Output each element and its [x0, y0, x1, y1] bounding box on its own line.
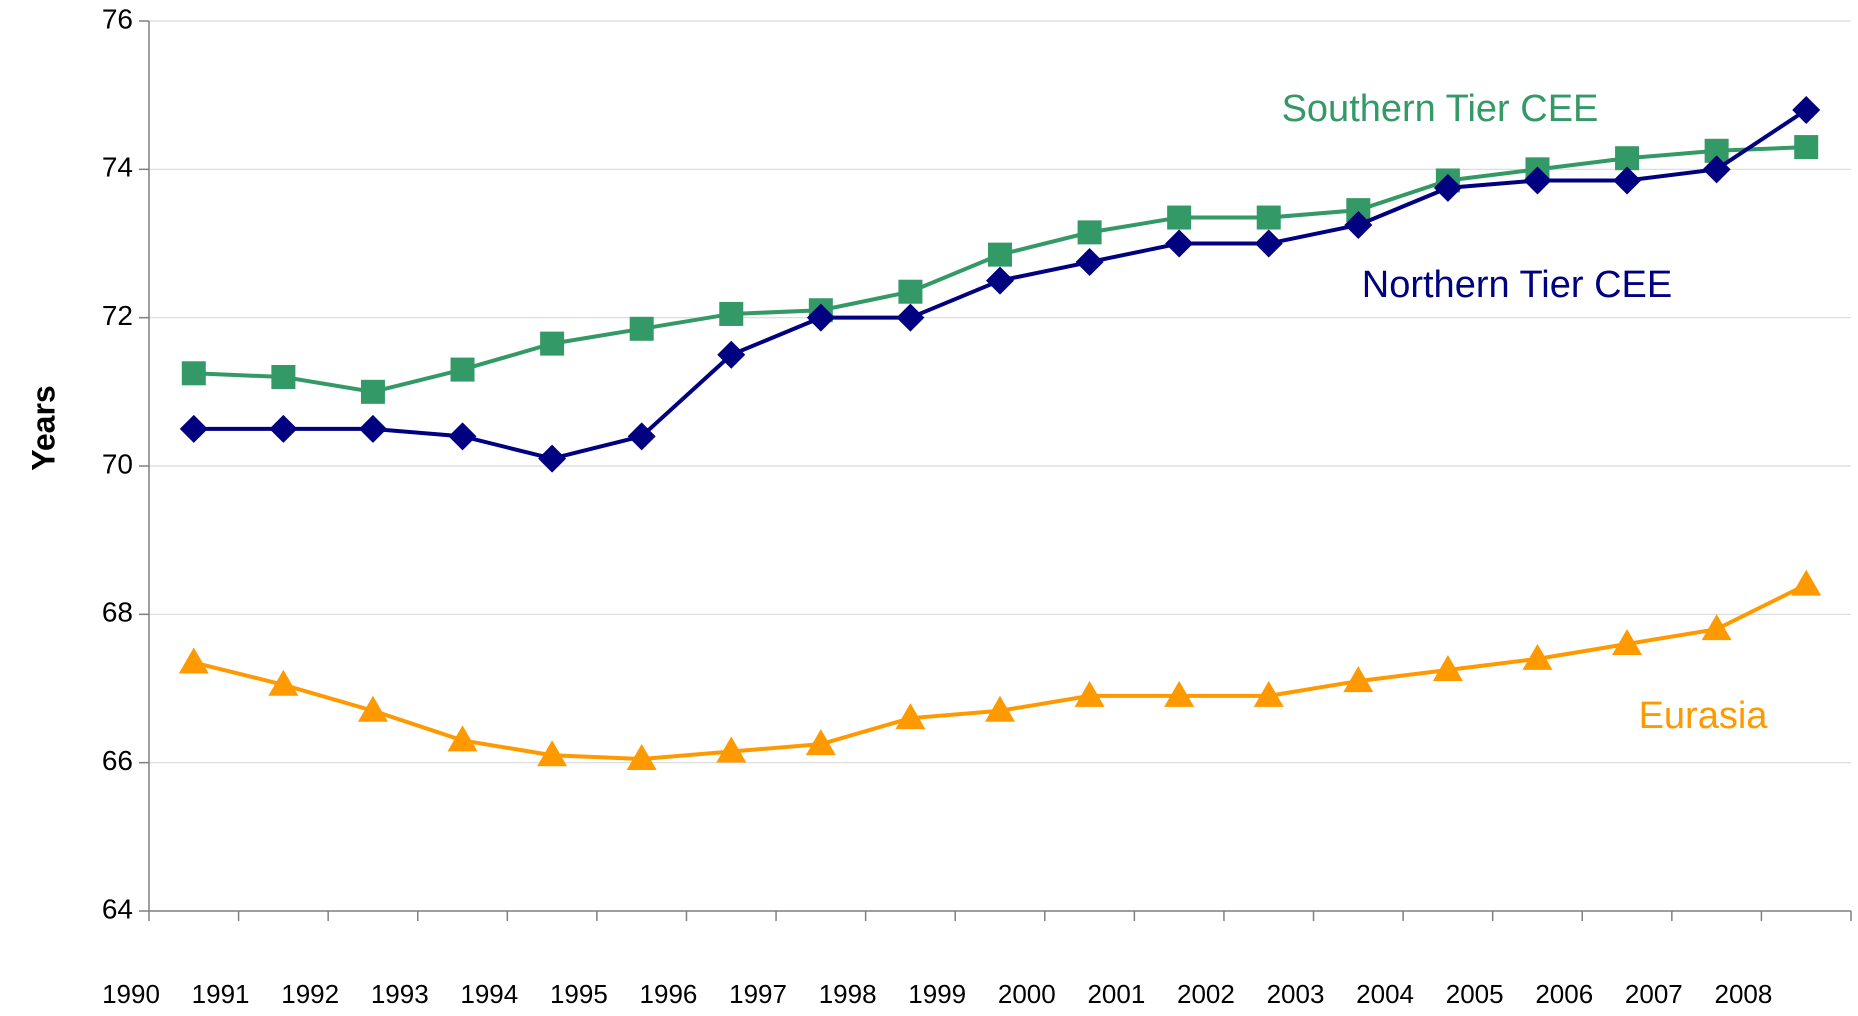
marker: [1432, 654, 1463, 681]
series-label: Northern Tier CEE: [1362, 264, 1672, 306]
marker: [1254, 229, 1283, 258]
marker: [1164, 680, 1195, 707]
x-tick-label: 1998: [819, 979, 877, 1009]
marker: [1794, 135, 1819, 160]
marker: [268, 669, 299, 696]
y-axis-label: Years: [25, 385, 61, 470]
marker: [1612, 629, 1643, 655]
y-tick-label: 70: [102, 448, 133, 479]
marker: [1256, 205, 1281, 230]
marker: [1523, 166, 1552, 195]
marker: [1343, 666, 1374, 693]
x-tick-label: 2002: [1177, 979, 1235, 1009]
x-tick-label: 1997: [729, 979, 787, 1009]
x-tick-label: 2004: [1356, 979, 1414, 1009]
series-label: Southern Tier CEE: [1282, 88, 1599, 130]
marker: [450, 357, 475, 382]
marker: [1074, 680, 1105, 707]
y-tick-label: 68: [102, 597, 133, 628]
marker: [447, 725, 478, 752]
marker: [895, 703, 926, 730]
marker: [805, 729, 836, 756]
marker: [988, 242, 1012, 267]
x-tick-label: 2005: [1446, 979, 1504, 1009]
y-tick-label: 64: [102, 893, 133, 924]
marker: [360, 379, 385, 404]
marker: [540, 331, 565, 356]
marker: [1167, 205, 1192, 230]
x-tick-label: 1999: [908, 979, 966, 1009]
y-tick-label: 74: [102, 152, 133, 183]
marker: [1077, 220, 1102, 245]
marker: [717, 340, 746, 369]
marker: [1165, 229, 1194, 258]
marker: [271, 365, 296, 389]
x-tick-label: 1993: [371, 979, 429, 1009]
marker: [896, 303, 925, 332]
marker: [357, 695, 388, 722]
x-tick-label: 2006: [1535, 979, 1593, 1009]
marker: [1253, 680, 1284, 707]
marker: [1701, 614, 1732, 641]
x-tick-label: 2008: [1714, 979, 1772, 1009]
x-tick-label: 1990: [102, 979, 160, 1009]
y-tick-label: 72: [102, 300, 133, 331]
marker: [448, 422, 477, 451]
marker: [537, 740, 568, 767]
marker: [1344, 210, 1373, 239]
x-tick-label: 1991: [192, 979, 250, 1009]
x-tick-label: 2007: [1625, 979, 1683, 1009]
x-tick-label: 1996: [640, 979, 698, 1009]
marker: [629, 316, 654, 341]
marker: [986, 266, 1014, 295]
marker: [1522, 643, 1553, 670]
marker: [1792, 96, 1821, 124]
marker: [1075, 248, 1104, 277]
marker: [898, 279, 923, 304]
y-tick-label: 76: [102, 3, 133, 34]
x-tick-label: 2003: [1267, 979, 1325, 1009]
marker: [719, 301, 744, 326]
marker: [179, 414, 208, 443]
marker: [1433, 173, 1462, 202]
x-tick-label: 2000: [998, 979, 1056, 1009]
marker: [1702, 155, 1731, 184]
marker: [181, 361, 206, 386]
x-tick-label: 1995: [550, 979, 608, 1009]
marker: [269, 414, 298, 443]
y-tick-label: 66: [102, 745, 133, 776]
marker: [626, 743, 657, 770]
series-line: [193, 582, 1808, 761]
marker: [716, 736, 747, 763]
marker: [806, 303, 835, 332]
marker: [1613, 166, 1642, 195]
x-tick-label: 1994: [460, 979, 518, 1009]
x-tick-label: 2001: [1087, 979, 1145, 1009]
marker: [627, 422, 656, 451]
series-label: Eurasia: [1639, 695, 1769, 737]
x-tick-label: 1992: [281, 979, 339, 1009]
marker: [1615, 146, 1640, 171]
marker: [985, 695, 1015, 722]
marker: [358, 414, 387, 443]
marker: [178, 647, 209, 674]
marker: [538, 444, 567, 473]
marker: [1791, 569, 1822, 596]
